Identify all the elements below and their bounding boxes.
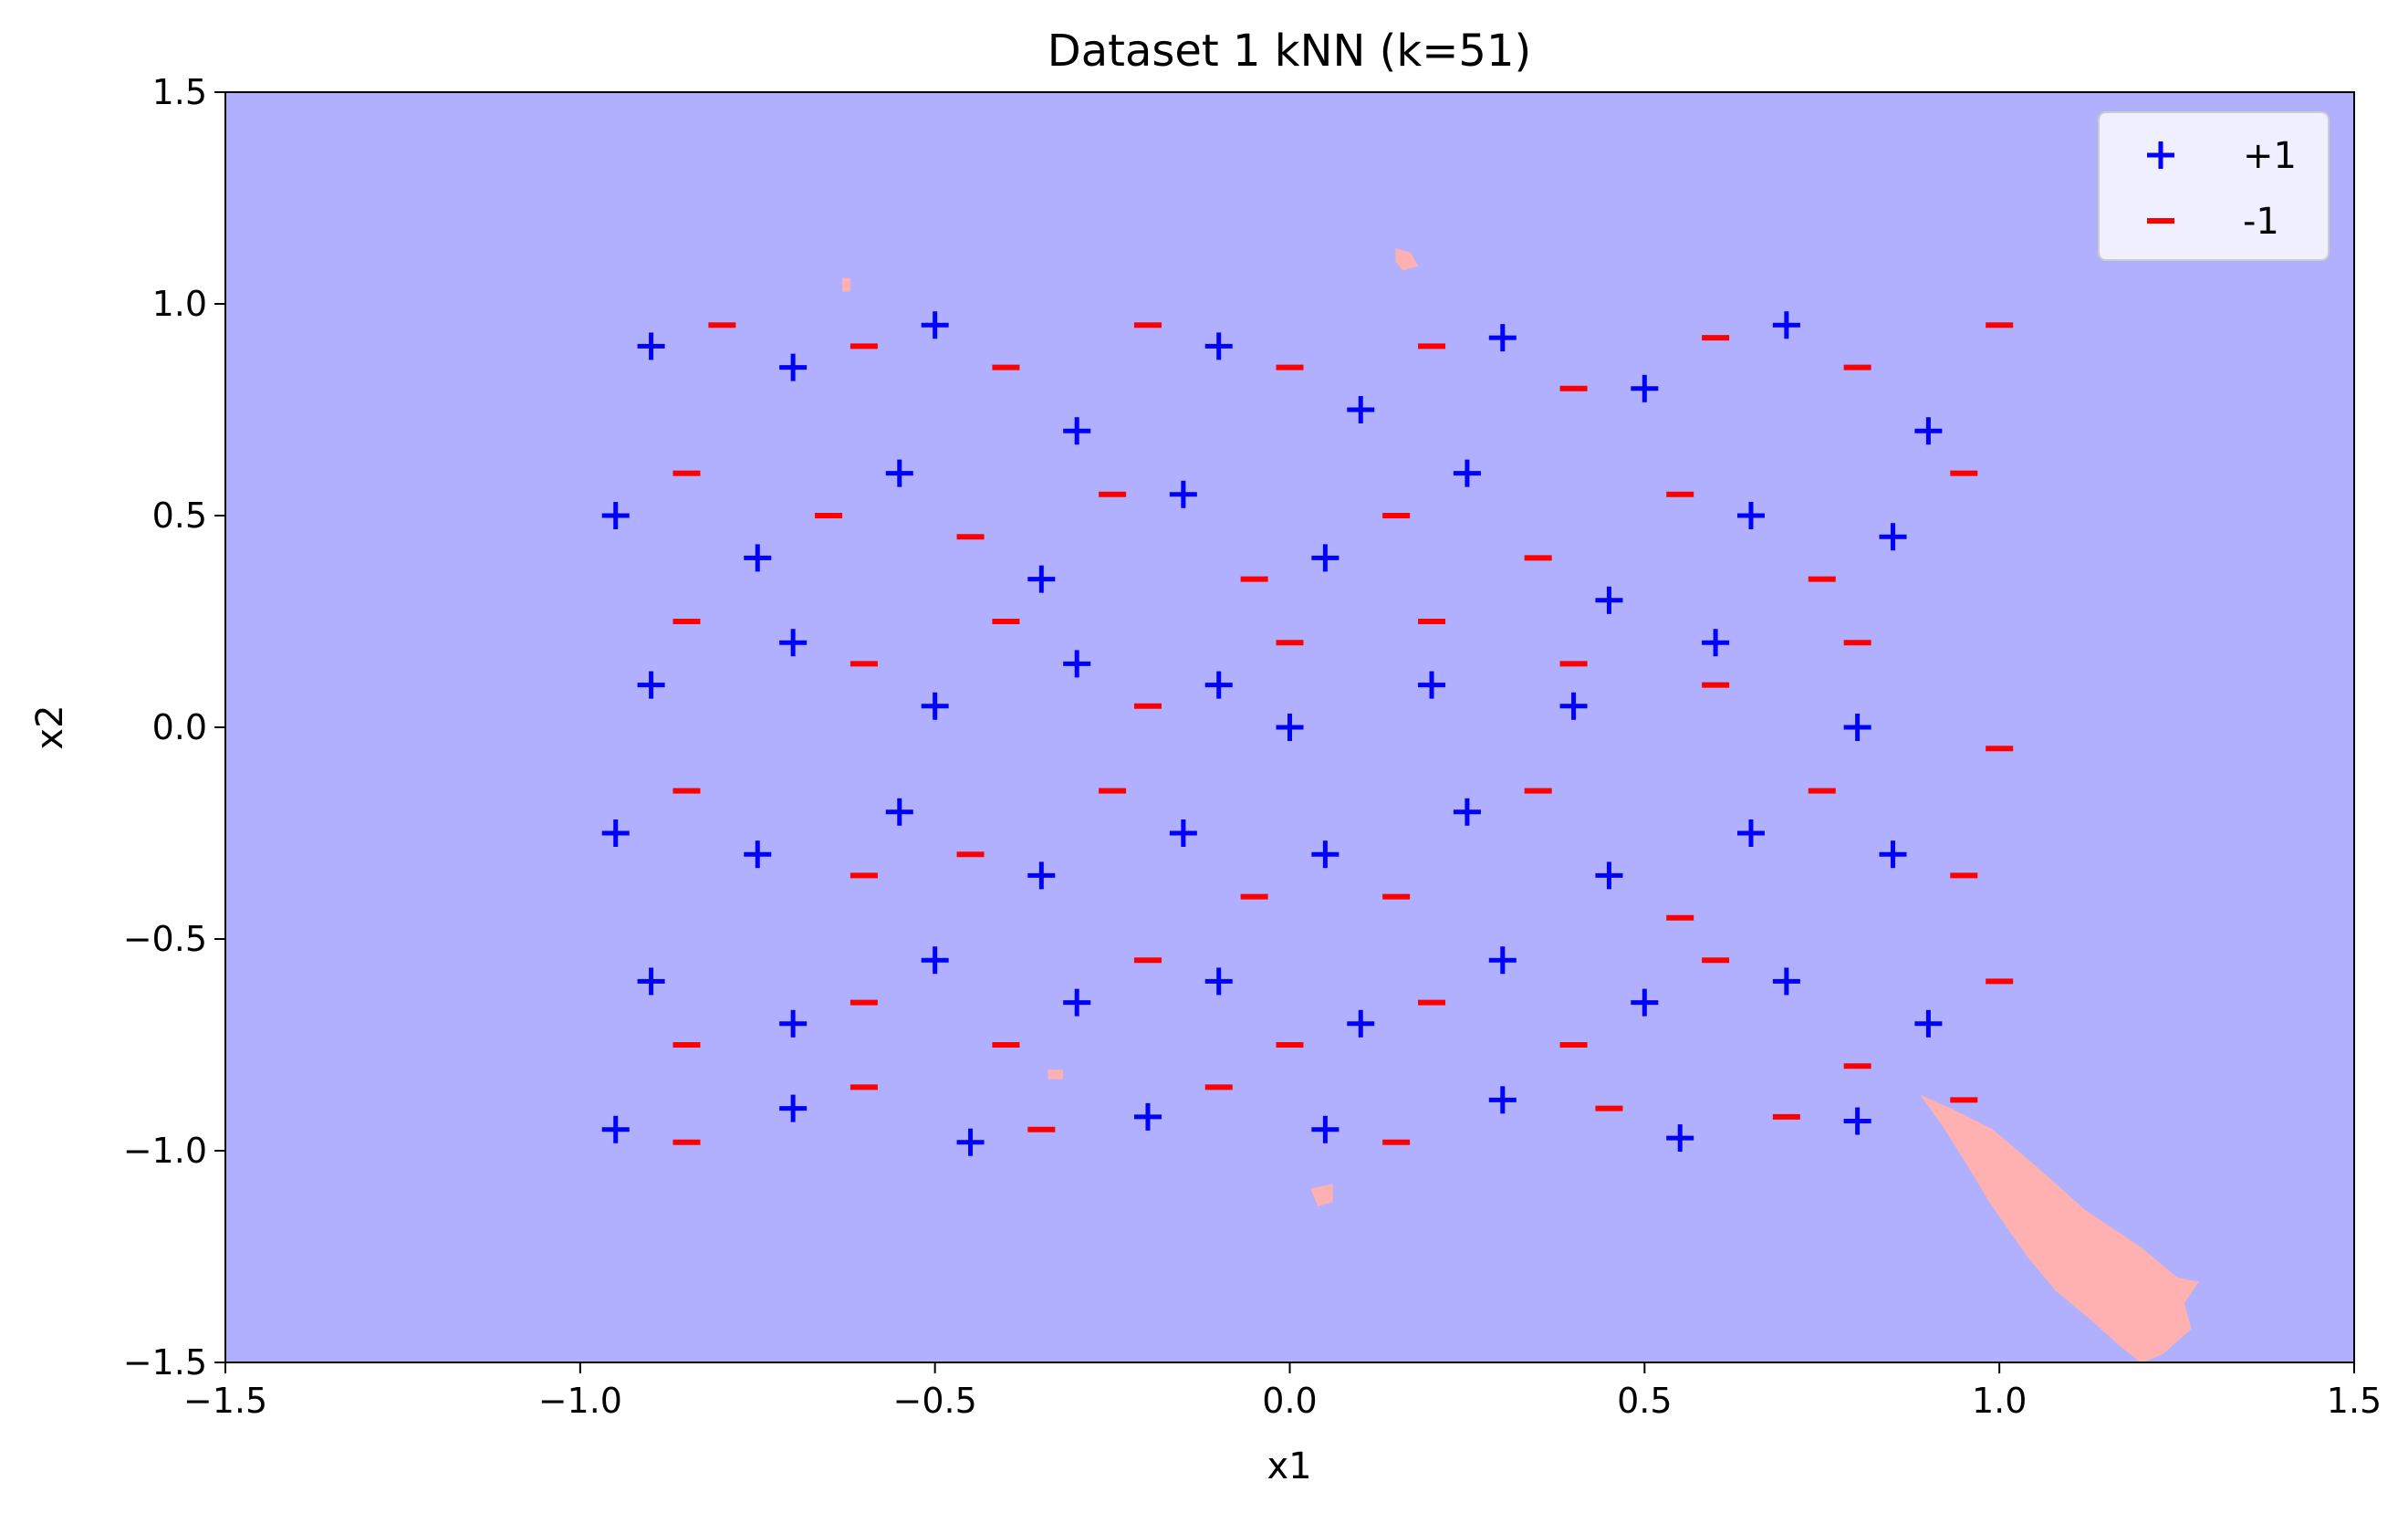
y-axis-ticks: −1.5 −1.0 −0.5 0.0 0.5 1.0 1.5 xyxy=(123,72,225,1383)
legend: +1 -1 xyxy=(2098,111,2330,261)
plus-point-21 xyxy=(779,629,808,657)
plus-point-25 xyxy=(1276,714,1304,741)
plus-point-32 xyxy=(885,798,913,826)
plus-point-23 xyxy=(1063,650,1091,678)
plus-point-39 xyxy=(1879,840,1907,869)
x-tick-label: −1.0 xyxy=(538,1381,622,1421)
plus-point-47 xyxy=(1631,988,1659,1017)
plus-point-44 xyxy=(1204,967,1233,996)
legend-label-minus: -1 xyxy=(2243,201,2279,243)
plus-point-42 xyxy=(921,946,949,975)
plus-point-5 xyxy=(1347,396,1375,423)
plus-point-41 xyxy=(779,1009,808,1038)
y-tick-label: 0.0 xyxy=(152,707,207,747)
plus-point-2 xyxy=(921,311,949,339)
plus-point-50 xyxy=(601,1115,630,1143)
plus-point-20 xyxy=(637,671,665,699)
data-points xyxy=(601,311,2014,1156)
plus-point-14 xyxy=(1169,480,1197,508)
plus-point-54 xyxy=(1311,1115,1340,1143)
plus-point-3 xyxy=(1063,417,1091,445)
plus-point-9 xyxy=(1914,417,1943,445)
y-tick-label: 1.0 xyxy=(152,284,207,324)
plus-point-6 xyxy=(1488,324,1517,352)
plus-point-38 xyxy=(1736,819,1765,847)
y-tick-label: 1.5 xyxy=(152,72,207,112)
plus-point-51 xyxy=(779,1094,808,1122)
x-tick-label: 1.5 xyxy=(2327,1381,2382,1421)
plus-point-46 xyxy=(1488,946,1517,975)
plus-point-8 xyxy=(1772,311,1800,339)
decision-region-4 xyxy=(1395,248,1419,271)
x-tick-label: −1.5 xyxy=(183,1381,267,1421)
x-tick-label: −0.5 xyxy=(893,1381,977,1421)
plus-point-43 xyxy=(1063,988,1091,1017)
plus-point-26 xyxy=(1418,671,1446,699)
plus-point-11 xyxy=(744,544,772,572)
y-axis-label: x2 xyxy=(29,704,71,749)
plus-point-13 xyxy=(1027,565,1056,593)
plus-point-24 xyxy=(1204,671,1233,699)
plus-point-48 xyxy=(1772,967,1800,996)
decision-region-3 xyxy=(842,277,850,292)
y-tick-label: 0.5 xyxy=(152,496,207,536)
y-tick-label: −1.5 xyxy=(123,1342,207,1383)
decision-region-1 xyxy=(1310,1184,1333,1206)
plus-point-19 xyxy=(1879,523,1907,551)
x-tick-label: 0.0 xyxy=(1262,1381,1317,1421)
legend-plus-marker xyxy=(2147,141,2174,169)
plus-point-52 xyxy=(956,1128,985,1156)
plus-point-16 xyxy=(1453,459,1481,487)
x-axis-ticks: −1.5 −1.0 −0.5 0.0 0.5 1.0 1.5 xyxy=(183,1362,2382,1421)
plus-point-10 xyxy=(601,502,630,529)
plus-point-22 xyxy=(921,692,949,720)
y-tick-label: −1.0 xyxy=(123,1131,207,1171)
decision-regions xyxy=(842,248,2199,1362)
plus-point-0 xyxy=(637,332,665,360)
plus-point-55 xyxy=(1488,1086,1517,1114)
plus-point-17 xyxy=(1595,586,1623,614)
plus-point-12 xyxy=(885,459,913,487)
plus-point-1 xyxy=(779,353,808,381)
plus-point-15 xyxy=(1311,544,1340,572)
plus-point-34 xyxy=(1169,819,1197,847)
plus-point-27 xyxy=(1559,692,1588,720)
plus-point-28 xyxy=(1702,629,1730,657)
decision-region-0 xyxy=(1920,1094,2199,1362)
plus-point-31 xyxy=(744,840,772,869)
plus-point-7 xyxy=(1631,374,1659,402)
plus-point-33 xyxy=(1027,861,1056,890)
plus-point-35 xyxy=(1311,840,1340,869)
chart-title: Dataset 1 kNN (k=51) xyxy=(1048,26,1531,77)
plus-point-57 xyxy=(1843,1107,1871,1135)
plus-point-49 xyxy=(1914,1009,1943,1038)
plus-point-29 xyxy=(1843,714,1871,741)
plus-point-37 xyxy=(1595,861,1623,890)
legend-label-plus: +1 xyxy=(2243,135,2297,177)
x-axis-label: x1 xyxy=(1267,1445,1311,1487)
legend-plus-symbol xyxy=(2147,141,2174,169)
plus-point-40 xyxy=(637,967,665,996)
plus-point-30 xyxy=(601,819,630,847)
plus-point-36 xyxy=(1453,798,1481,826)
plus-point-53 xyxy=(1133,1102,1162,1131)
plus-point-56 xyxy=(1666,1124,1694,1153)
y-tick-label: −0.5 xyxy=(123,919,207,959)
plus-point-4 xyxy=(1204,332,1233,360)
x-tick-label: 0.5 xyxy=(1617,1381,1672,1421)
x-tick-label: 1.0 xyxy=(1972,1381,2027,1421)
plus-point-18 xyxy=(1736,502,1765,529)
plus-point-45 xyxy=(1347,1009,1375,1038)
decision-region-2 xyxy=(1048,1070,1064,1080)
